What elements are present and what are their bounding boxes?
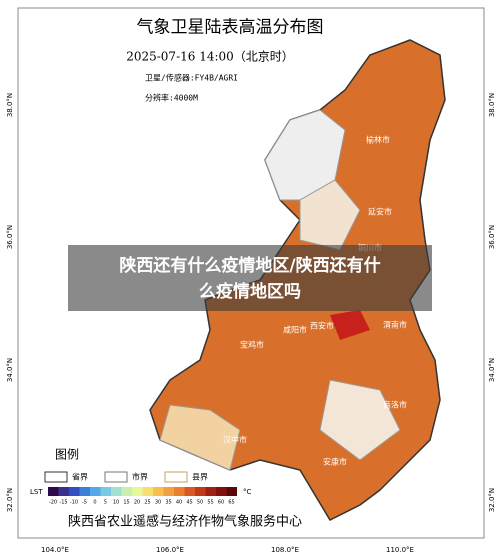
colorbar-tick: 0 (93, 500, 96, 506)
legend-items: 省界 市界 县界 (44, 471, 208, 483)
lat-label: 38.0°N (6, 93, 14, 117)
colorbar-cell (226, 487, 237, 496)
colorbar-cell (205, 487, 216, 496)
cool-area (159, 404, 241, 471)
colorbar-cell (111, 487, 122, 496)
colorbar-cell (79, 487, 90, 496)
legend-label: 县界 (192, 473, 208, 482)
satellite-info: 卫星/传感器:FY4B/AGRI (145, 73, 238, 83)
lon-label: 108.0°E (271, 546, 299, 554)
resolution-info: 分辨率:4000M (145, 93, 198, 103)
colorbar-cell (195, 487, 206, 496)
coordinate-labels: 38.0°N 38.0°N 36.0°N 36.0°N 34.0°N 34.0°N 32.0… (6, 93, 496, 554)
legend-title: 图例 (55, 448, 79, 462)
colorbar-cell (48, 487, 59, 496)
colorbar-tick: 10 (113, 500, 119, 506)
colorbar-tick: 55 (207, 500, 213, 506)
cool-area (299, 179, 361, 251)
colorbar-unit: °C (243, 488, 252, 496)
colorbar-tick: 35 (165, 500, 171, 506)
lat-label: 32.0°N (488, 488, 496, 512)
colorbar-tick: 30 (155, 500, 161, 506)
map-title: 气象卫星陆表高温分布图 (137, 18, 324, 38)
lon-label: 110.0°E (386, 546, 414, 554)
colorbar-tick: 15 (123, 500, 129, 506)
place-label: 安康市 (323, 457, 347, 467)
legend-swatch (164, 471, 188, 483)
overlay-line: 么疫情地区吗 (199, 281, 301, 302)
colorbar-cell (58, 487, 69, 496)
place-label: 榆林市 (366, 135, 390, 145)
colorbar-tick: 20 (134, 500, 140, 506)
colorbar-cell (216, 487, 227, 496)
footer: 陕西省农业遥感与经济作物气象服务中心 (68, 514, 302, 530)
legend-swatch (44, 471, 68, 483)
cool-area (264, 109, 346, 201)
colorbar-cell (142, 487, 153, 496)
colorbar-cell (69, 487, 80, 496)
colorbar-tick: 5 (104, 500, 107, 506)
overlay-band (68, 245, 432, 311)
colorbar-tick: 25 (144, 500, 150, 506)
colorbar-cell (174, 487, 185, 496)
place-label: 延安市 (368, 207, 392, 217)
colorbar-cell (163, 487, 174, 496)
colorbar-cell (153, 487, 164, 496)
lat-label: 36.0°N (488, 225, 496, 249)
colorbar-cell (184, 487, 195, 496)
place-label: 宝鸡市 (240, 340, 264, 350)
colorbar: LST -20 -15 -10 -5 0 5 10 15 20 25 30 35 40 45 50 55 60 65… (30, 487, 252, 506)
lat-label: 32.0°N (6, 488, 14, 512)
place-label: 渭南市 (383, 320, 407, 330)
colorbar-label: LST (30, 488, 43, 496)
lon-label: 104.0°E (41, 546, 69, 554)
legend-label: 市界 (132, 472, 148, 482)
colorbar-tick: -15 (59, 500, 67, 506)
place-label: 商洛市 (383, 400, 407, 410)
colorbar-cell (121, 487, 132, 496)
legend: 图例 省界 市界 县界 LST -20 -15 -10 -5 0 5 10 15 20 25 30 35 40… (30, 448, 252, 506)
place-label: 西安市 (310, 321, 334, 331)
lat-label: 38.0°N (488, 93, 496, 117)
colorbar-tick: -20 (49, 500, 57, 506)
colorbar-tick: 65 (228, 500, 234, 506)
overlay-line: 陕西还有什么疫情地区/陕西还有什 (119, 255, 380, 276)
map-frame (17, 7, 485, 539)
colorbar-tick: -5 (82, 500, 87, 506)
hot-area (330, 310, 370, 340)
colorbar-tick: 50 (197, 500, 203, 506)
colorbar-cell (100, 487, 111, 496)
legend-label: 省界 (72, 472, 88, 482)
place-label: 汉中市 (223, 435, 247, 445)
colorbar-tick: 40 (176, 500, 182, 506)
legend-swatch (104, 471, 128, 483)
colorbar-tick: -10 (70, 500, 78, 506)
colorbar-cell (90, 487, 101, 496)
lon-label: 106.0°E (156, 546, 184, 554)
map-datetime: 2025-07-16 14:00（北京时） (126, 50, 294, 64)
colorbar-tick: 60 (218, 500, 224, 506)
lat-label: 34.0°N (6, 358, 14, 382)
lat-label: 34.0°N (488, 358, 496, 382)
colorbar-cell (132, 487, 143, 496)
cool-area (319, 379, 401, 461)
colorbar-tick: 45 (186, 500, 192, 506)
place-label: 咸阳市 (283, 325, 307, 335)
lat-label: 36.0°N (6, 225, 14, 249)
